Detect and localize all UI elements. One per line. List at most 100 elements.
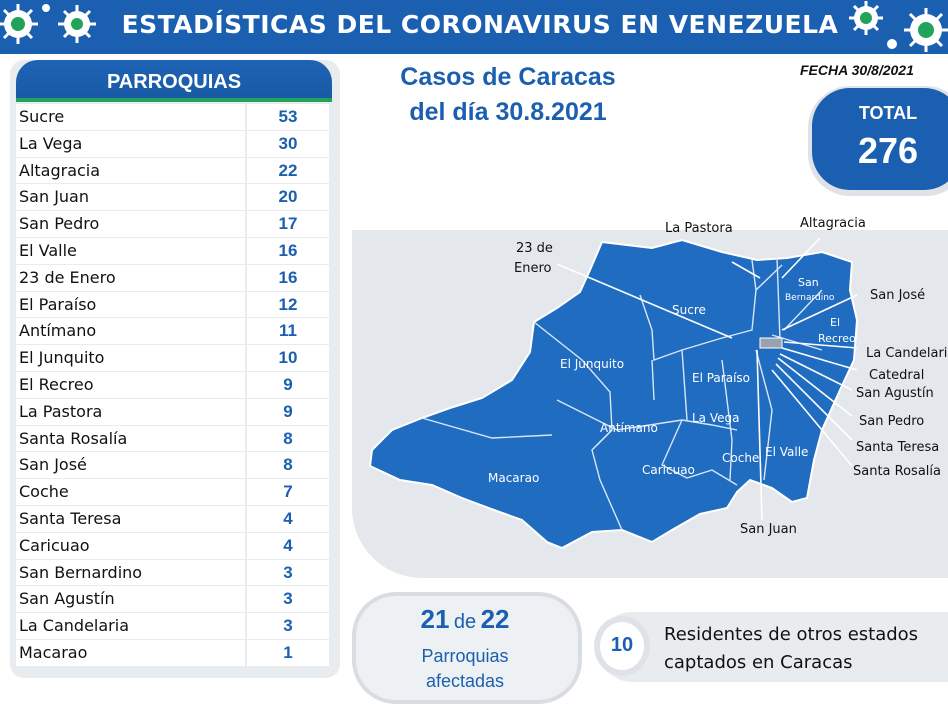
row-name: El Paraíso bbox=[16, 291, 245, 318]
map-label-la-vega: La Vega bbox=[692, 411, 739, 425]
row-value: 9 bbox=[247, 371, 329, 398]
map-label-sucre: Sucre bbox=[672, 303, 706, 317]
virus-icon-right bbox=[838, 0, 948, 54]
fecha-label: FECHA 30/8/2021 bbox=[800, 62, 914, 78]
callout-la-candelaria: La Candelaria bbox=[866, 346, 948, 361]
table-row: San Juan 20 bbox=[16, 184, 332, 211]
callout-san-juan: San Juan bbox=[740, 522, 797, 537]
parroquias-table: Sucre 53 La Vega 30 Altagracia 22 San Juan 2… bbox=[16, 104, 332, 667]
table-row: La Pastora 9 bbox=[16, 398, 332, 426]
table-row: La Candelaria 3 bbox=[16, 613, 332, 640]
page-title: ESTADÍSTICAS DEL CORONAVIRUS EN VENEZUEL… bbox=[121, 10, 839, 39]
callout-lines bbox=[556, 237, 858, 521]
parish-boundaries bbox=[421, 257, 823, 531]
table-row: San Agustín 3 bbox=[16, 586, 332, 613]
callout-23-enero-2: Enero bbox=[514, 261, 552, 276]
table-row: La Vega 30 bbox=[16, 130, 332, 158]
residentes-circle bbox=[594, 616, 650, 676]
residentes-count: 10 bbox=[610, 634, 634, 656]
total-value: 276 bbox=[857, 130, 919, 171]
map-label-san-bernardino-2: Bernardino bbox=[785, 293, 835, 303]
row-name: Altagracia bbox=[16, 157, 245, 184]
parroquias-afectadas-count: 21 de 22 bbox=[370, 604, 560, 635]
row-name: Antímano bbox=[16, 318, 245, 345]
header-banner bbox=[0, 0, 948, 54]
callout-catedral: Catedral bbox=[869, 368, 925, 383]
total-parroquias: 22 bbox=[480, 604, 510, 634]
map-label-el-paraiso: El Paraíso bbox=[692, 371, 750, 385]
row-name: Caricuao bbox=[16, 532, 245, 559]
callout-san-pedro: San Pedro bbox=[859, 414, 925, 429]
row-value: 7 bbox=[247, 479, 329, 505]
row-name: La Pastora bbox=[16, 398, 245, 425]
caracas-map: Sucre El Junquito El Paraíso Antímano La… bbox=[368, 237, 859, 550]
virus-icon bbox=[0, 0, 110, 54]
casos-title-line2: del día 30.8.2021 bbox=[409, 98, 607, 126]
map-label-el-recreo-2: Recreo bbox=[818, 332, 856, 345]
table-row: El Valle 16 bbox=[16, 237, 332, 265]
casos-title: Casos de Caracas del día 30.8.2021 bbox=[378, 60, 638, 130]
row-name: Sucre bbox=[16, 104, 245, 130]
total-label: TOTAL bbox=[858, 103, 918, 123]
map-shape bbox=[368, 238, 859, 550]
residentes-box bbox=[598, 612, 948, 682]
row-value: 16 bbox=[247, 237, 329, 264]
callout-santa-rosalia: Santa Rosalía bbox=[853, 464, 941, 479]
table-row: Caricuao 4 bbox=[16, 532, 332, 560]
parroquias-afectadas-label: Parroquias afectadas bbox=[390, 644, 540, 694]
row-name: San Agustín bbox=[16, 586, 245, 613]
table-row: San Bernardino 3 bbox=[16, 559, 332, 587]
map-label-antimano: Antímano bbox=[600, 421, 658, 435]
row-name: San José bbox=[16, 452, 245, 479]
row-value: 4 bbox=[247, 505, 329, 532]
map-label-el-junquito: El Junquito bbox=[560, 357, 624, 371]
row-value: 53 bbox=[247, 104, 329, 130]
row-value: 17 bbox=[247, 211, 329, 237]
table-row: El Paraíso 12 bbox=[16, 291, 332, 319]
row-value: 16 bbox=[247, 264, 329, 291]
row-value: 11 bbox=[247, 318, 329, 345]
row-value: 10 bbox=[247, 345, 329, 371]
map-label-el-recreo-1: El bbox=[830, 316, 840, 329]
row-name: El Junquito bbox=[16, 345, 245, 371]
residentes-line2: captados en Caracas bbox=[664, 652, 853, 673]
callout-santa-teresa: Santa Teresa bbox=[856, 440, 940, 455]
row-value: 3 bbox=[247, 613, 329, 639]
callout-23-enero-1: 23 de bbox=[516, 241, 553, 256]
callout-altagracia: Altagracia bbox=[800, 216, 866, 231]
row-name: La Candelaria bbox=[16, 613, 245, 639]
affected-count: 21 bbox=[420, 604, 450, 634]
parroquias-afectadas-line2: afectadas bbox=[425, 671, 505, 691]
row-value: 4 bbox=[247, 532, 329, 559]
parroquias-heading: PARROQUIAS bbox=[106, 71, 242, 93]
callout-la-pastora: La Pastora bbox=[665, 221, 733, 236]
table-row: El Junquito 10 bbox=[16, 345, 332, 372]
table-row: Macarao 1 bbox=[16, 639, 332, 667]
row-value: 8 bbox=[247, 452, 329, 479]
map-label-san-bernardino-1: San bbox=[798, 276, 819, 289]
table-row: Antímano 11 bbox=[16, 318, 332, 345]
parroquias-afectadas-line1: Parroquias bbox=[421, 646, 509, 666]
table-row: Santa Teresa 4 bbox=[16, 505, 332, 533]
row-value: 20 bbox=[247, 184, 329, 211]
table-row: Coche 7 bbox=[16, 479, 332, 506]
row-name: San Juan bbox=[16, 184, 245, 211]
centro-marker bbox=[759, 337, 783, 349]
map-label-caricuao: Caricuao bbox=[642, 463, 695, 477]
row-name: Santa Rosalía bbox=[16, 425, 245, 452]
residentes-line1: Residentes de otros estados bbox=[664, 624, 919, 645]
table-row: San Pedro 17 bbox=[16, 211, 332, 238]
callout-san-jose: San José bbox=[870, 288, 926, 303]
map-label-macarao: Macarao bbox=[488, 471, 539, 485]
row-value: 12 bbox=[247, 291, 329, 318]
callout-san-agustin: San Agustín bbox=[856, 386, 934, 401]
row-value: 8 bbox=[247, 425, 329, 452]
table-row: Santa Rosalía 8 bbox=[16, 425, 332, 453]
map-label-coche: Coche bbox=[722, 451, 759, 465]
parroquias-header: PARROQUIAS bbox=[16, 60, 332, 102]
total-box bbox=[812, 88, 948, 190]
table-row: Sucre 53 bbox=[16, 104, 332, 131]
row-value: 1 bbox=[247, 639, 329, 666]
row-name: 23 de Enero bbox=[16, 264, 245, 291]
parroquias-afectadas-box bbox=[356, 596, 578, 700]
